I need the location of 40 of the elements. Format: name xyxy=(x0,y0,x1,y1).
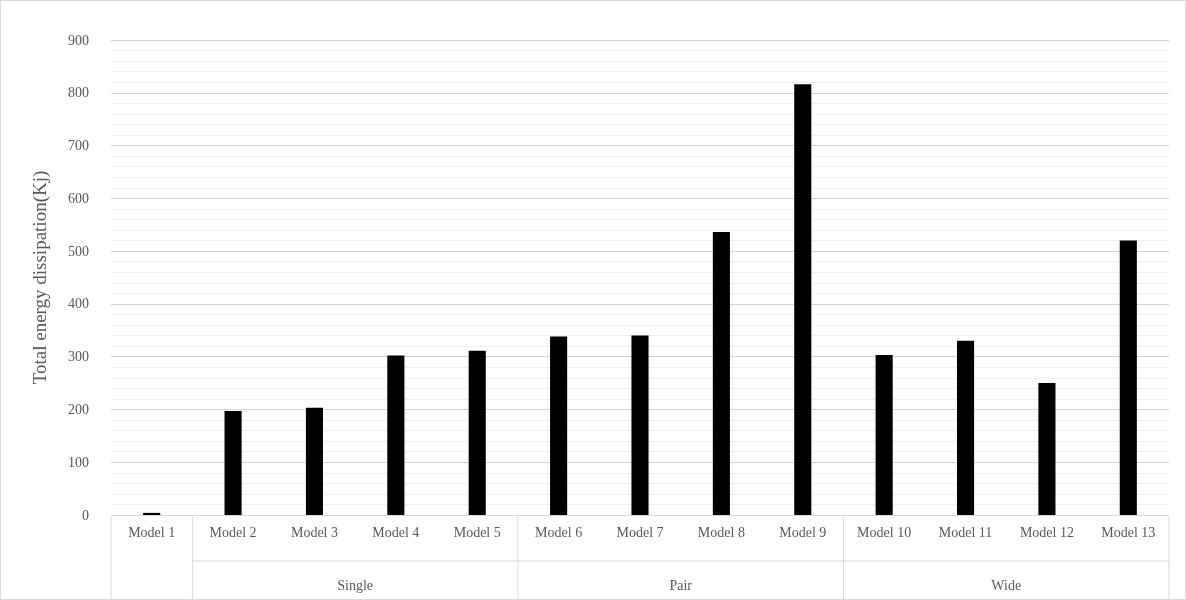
bar xyxy=(631,335,649,515)
y-tick-label: 200 xyxy=(68,401,89,417)
y-tick-label: 600 xyxy=(68,190,89,206)
y-tick-label: 100 xyxy=(68,454,89,470)
text: Pair xyxy=(669,577,693,593)
y-axis-title: Total energy dissipation(Kj) xyxy=(29,170,51,385)
x-tick-label: Model 3 xyxy=(290,524,338,540)
bar xyxy=(550,336,568,515)
x-tick-label: Model 12 xyxy=(1019,524,1074,540)
bar xyxy=(387,355,405,515)
x-tick-label: Model 13 xyxy=(1101,524,1156,540)
y-tick-label: 500 xyxy=(68,243,89,259)
x-tick-label: Model 5 xyxy=(453,524,501,540)
y-tick-label: 300 xyxy=(68,349,89,365)
bar xyxy=(1119,240,1137,515)
x-tick-label: Model 4 xyxy=(372,524,420,540)
bar xyxy=(143,512,161,515)
bar xyxy=(305,407,324,515)
x-tick-label: Model 8 xyxy=(697,524,745,540)
bar xyxy=(875,355,893,515)
text: Wide xyxy=(991,577,1022,593)
x-tick-label: Model 11 xyxy=(938,524,993,540)
y-tick-label: 700 xyxy=(68,138,89,154)
x-tick-label: Model 6 xyxy=(535,524,583,540)
y-tick-label: 0 xyxy=(82,507,89,523)
y-tick-label: 900 xyxy=(68,32,89,48)
y-tick-label: 400 xyxy=(68,296,89,312)
text: Single xyxy=(337,577,374,593)
x-tick-label: Model 9 xyxy=(779,524,827,540)
x-tick-label: Model 7 xyxy=(616,524,664,540)
x-tick-label: Model 2 xyxy=(209,524,257,540)
bar xyxy=(468,350,486,515)
bar xyxy=(956,340,975,515)
bar xyxy=(224,411,242,515)
bar xyxy=(794,84,812,515)
y-tick-label: 800 xyxy=(68,85,89,101)
bar xyxy=(712,232,730,515)
x-tick-label: Model 1 xyxy=(128,524,176,540)
x-tick-label: Model 10 xyxy=(857,524,912,540)
bar xyxy=(1038,383,1056,515)
